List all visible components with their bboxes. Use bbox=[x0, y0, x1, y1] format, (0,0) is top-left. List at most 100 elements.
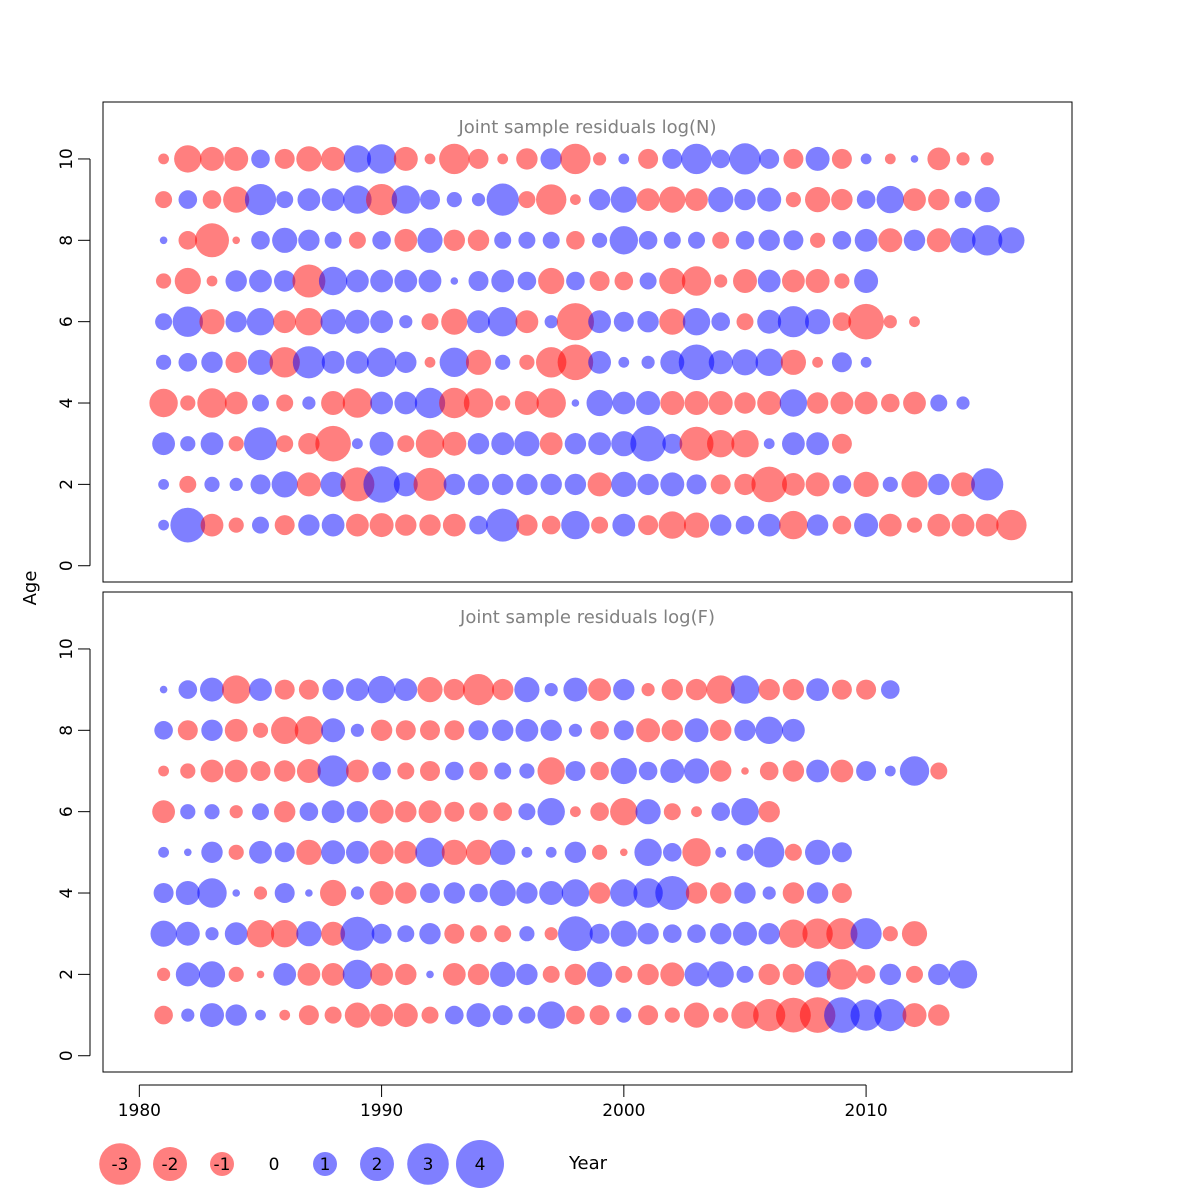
bubble bbox=[614, 271, 634, 291]
bubble bbox=[566, 271, 585, 291]
bubble bbox=[181, 1008, 195, 1022]
bubbles bbox=[149, 143, 1027, 543]
bubble bbox=[854, 228, 878, 252]
bubble bbox=[971, 468, 1004, 501]
legend-label: 3 bbox=[423, 1155, 434, 1175]
bubble bbox=[684, 962, 709, 987]
bubble bbox=[395, 963, 417, 986]
bubble bbox=[150, 920, 177, 947]
bubble bbox=[707, 961, 734, 988]
bubble bbox=[420, 883, 440, 903]
bubble bbox=[906, 517, 923, 533]
bubble bbox=[394, 269, 418, 293]
bubble bbox=[200, 432, 224, 456]
bubble bbox=[683, 1002, 710, 1028]
bubble bbox=[881, 680, 900, 699]
bubble bbox=[297, 963, 321, 986]
bubble bbox=[180, 763, 196, 779]
bubble bbox=[734, 719, 756, 741]
bubble bbox=[272, 227, 298, 253]
bubble bbox=[246, 308, 275, 336]
bubble bbox=[930, 394, 948, 412]
bubble bbox=[202, 190, 222, 209]
bubble bbox=[751, 466, 787, 503]
bubble bbox=[439, 387, 470, 419]
bubble bbox=[445, 1005, 464, 1025]
bubble bbox=[659, 186, 686, 213]
bubble bbox=[471, 193, 486, 207]
bubble bbox=[758, 963, 780, 986]
bubble bbox=[711, 802, 730, 821]
bubble bbox=[848, 303, 884, 340]
bubble bbox=[225, 1004, 247, 1026]
bubble bbox=[902, 1003, 927, 1028]
bubble bbox=[782, 718, 805, 742]
bubble bbox=[592, 232, 608, 248]
y-tick-label: 4 bbox=[57, 888, 77, 899]
bubble bbox=[292, 346, 325, 379]
bubble bbox=[421, 1006, 439, 1024]
bubble bbox=[806, 882, 829, 904]
bubble bbox=[830, 391, 854, 415]
bubble bbox=[158, 153, 170, 165]
bubble bbox=[884, 153, 896, 165]
bubble bbox=[397, 925, 415, 943]
bubble bbox=[630, 425, 666, 462]
bubble bbox=[414, 387, 446, 419]
panel-frame bbox=[102, 591, 1073, 1073]
bubble bbox=[274, 679, 295, 700]
bubble bbox=[564, 473, 587, 496]
bubble bbox=[244, 427, 277, 461]
bubble bbox=[444, 923, 465, 944]
bubble bbox=[641, 683, 655, 697]
bubble bbox=[444, 801, 465, 822]
y-tick-label: 6 bbox=[57, 316, 77, 327]
panel-title: Joint sample residuals log(N) bbox=[457, 117, 716, 138]
bubble bbox=[712, 231, 730, 249]
bubble bbox=[736, 965, 754, 983]
bubble bbox=[831, 433, 852, 454]
bubble bbox=[158, 765, 170, 777]
bubble bbox=[395, 801, 417, 823]
bubble bbox=[831, 883, 852, 903]
bubble bbox=[250, 474, 271, 495]
bubble bbox=[251, 231, 270, 250]
bubble bbox=[785, 192, 802, 208]
bubble bbox=[494, 762, 512, 780]
bubble bbox=[370, 391, 393, 415]
bubble bbox=[708, 350, 733, 375]
bubble bbox=[467, 963, 490, 986]
bubble bbox=[200, 513, 224, 537]
bubble bbox=[537, 1001, 565, 1029]
bubble bbox=[152, 432, 176, 456]
bubble bbox=[302, 396, 316, 410]
bubble bbox=[832, 515, 852, 535]
y-tick-label: 10 bbox=[57, 148, 77, 170]
bubble bbox=[758, 678, 780, 701]
bubble bbox=[565, 761, 586, 781]
bubble bbox=[636, 718, 661, 743]
legend-label: 2 bbox=[372, 1155, 383, 1175]
y-tick-label: 2 bbox=[57, 969, 77, 980]
bubble bbox=[521, 846, 533, 858]
y-tick-label: 6 bbox=[57, 806, 77, 817]
bubble bbox=[443, 229, 465, 251]
bubble bbox=[856, 761, 877, 781]
bubble bbox=[418, 800, 442, 824]
bubble bbox=[157, 967, 171, 982]
bubble bbox=[856, 190, 876, 209]
bubble bbox=[588, 188, 611, 211]
bubble bbox=[322, 678, 344, 701]
bubble bbox=[366, 347, 397, 377]
bubble bbox=[225, 351, 247, 373]
bubble bbox=[321, 188, 345, 212]
bubble bbox=[563, 677, 588, 702]
bubble bbox=[618, 153, 630, 165]
bubble bbox=[246, 920, 275, 948]
bubble bbox=[395, 351, 417, 373]
bubble bbox=[805, 309, 831, 335]
bubble bbox=[274, 270, 296, 292]
bubble bbox=[685, 188, 708, 212]
bubble bbox=[346, 801, 369, 823]
bubble bbox=[426, 970, 434, 979]
